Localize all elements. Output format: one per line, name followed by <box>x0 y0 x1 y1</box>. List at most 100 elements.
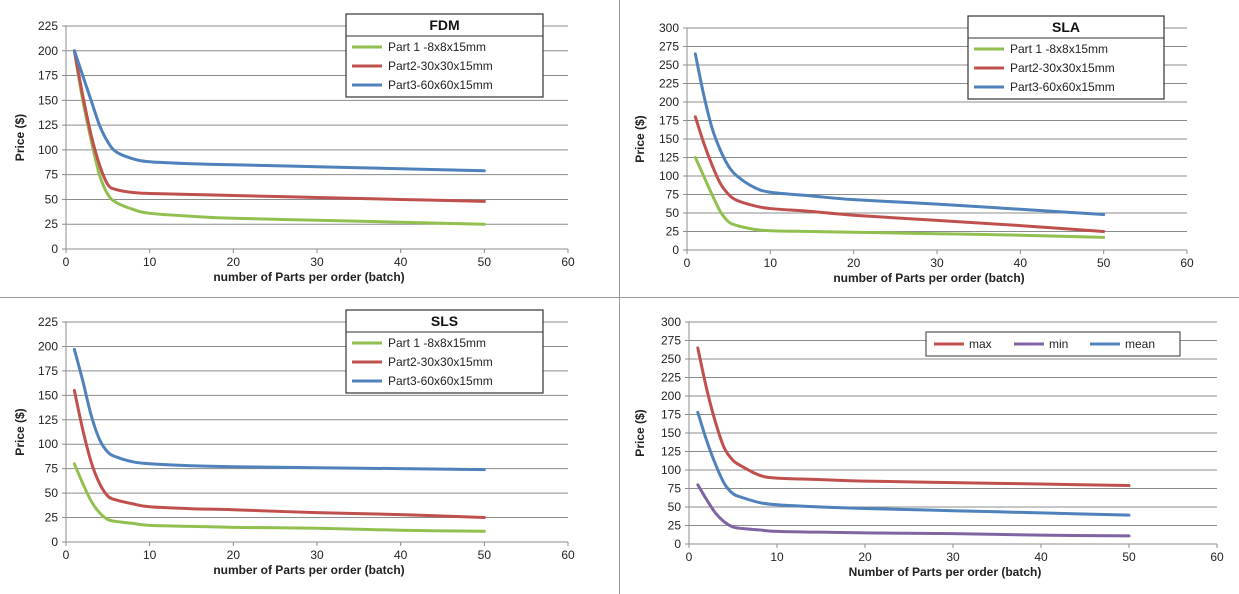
legend-box <box>925 331 1181 357</box>
x-tick-label: 50 <box>1122 550 1136 564</box>
x-tick-label: 0 <box>63 255 70 269</box>
y-tick-label: 25 <box>668 519 682 533</box>
x-tick-label: 40 <box>1014 256 1028 270</box>
y-tick-label: 75 <box>45 168 59 182</box>
y-tick-label: 25 <box>45 217 59 231</box>
y-tick-label: 75 <box>668 482 682 496</box>
x-tick-label: 50 <box>478 255 492 269</box>
y-tick-label: 100 <box>38 437 58 451</box>
legend-box <box>967 15 1165 100</box>
x-tick-label: 40 <box>394 255 408 269</box>
fdm-svg: 0 25 50 75 100 125 150 175 200 225 0 10 20 30 40 50 60 nu… <box>13 13 575 284</box>
sls-svg: 0 25 50 75 100 125 150 175 200 225 0 10 20 30 40 50 60 nu… <box>13 309 575 577</box>
legend: max min mean <box>925 331 1181 357</box>
legend: FDM Part 1 -8x8x15mm Part2-30x30x15mm Part3… <box>345 13 544 98</box>
y-tick-label: 150 <box>659 132 679 146</box>
series-line-part2-30x30x15mm <box>72 49 486 203</box>
legend: SLS Part 1 -8x8x15mm Part2-30x30x15mm Part3… <box>345 309 544 394</box>
x-tick-label: 10 <box>143 548 157 562</box>
legend-label: Part 1 -8x8x15mm <box>388 40 486 54</box>
legend-box <box>345 13 544 98</box>
y-axis-title: Price ($) <box>13 114 27 161</box>
series-line-min <box>696 483 1131 538</box>
x-tick-label: 40 <box>394 548 408 562</box>
x-tick-label: 30 <box>310 548 324 562</box>
x-axis-title: number of Parts per order (batch) <box>213 270 404 284</box>
y-tick-label: 50 <box>45 486 59 500</box>
legend: SLA Part 1 -8x8x15mm Part2-30x30x15mm Part3… <box>967 15 1165 100</box>
y-tick-label: 125 <box>38 118 58 132</box>
chart-title: FDM <box>429 17 459 33</box>
y-tick-label: 100 <box>659 169 679 183</box>
y-tick-label: 125 <box>38 413 58 427</box>
series-line-max <box>696 346 1131 488</box>
x-tick-label: 20 <box>847 256 861 270</box>
x-tick-label: 0 <box>686 550 693 564</box>
x-tick-label: 60 <box>561 548 575 562</box>
y-tick-label: 300 <box>661 315 681 329</box>
legend-label: Part2-30x30x15mm <box>388 355 493 369</box>
x-tick-label: 20 <box>227 255 241 269</box>
series-line-part3-60x60x15mm <box>72 347 486 472</box>
series-line-part2-30x30x15mm <box>72 388 486 520</box>
y-tick-label: 150 <box>661 426 681 440</box>
x-tick-label: 30 <box>946 550 960 564</box>
x-tick-label: 0 <box>684 256 691 270</box>
x-axis-title: number of Parts per order (batch) <box>213 563 404 577</box>
x-tick-label: 20 <box>858 550 872 564</box>
y-tick-label: 50 <box>668 500 682 514</box>
y-tick-label: 150 <box>38 388 58 402</box>
y-tick-label: 250 <box>661 352 681 366</box>
legend-label: Part2-30x30x15mm <box>388 59 493 73</box>
y-tick-label: 25 <box>666 225 680 239</box>
sla-svg: 0 25 50 75 100 125 150 175 200 225 250 275 300 0 10 20 3… <box>633 15 1194 285</box>
x-tick-label: 40 <box>1034 550 1048 564</box>
y-tick-label: 200 <box>661 389 681 403</box>
y-tick-label: 200 <box>38 339 58 353</box>
summary-svg: 0 25 50 75 100 125 150 175 200 225 250 275 300 0 10 20 3… <box>633 315 1224 579</box>
x-tick-label: 20 <box>227 548 241 562</box>
legend-label: min <box>1049 337 1068 351</box>
series-line-mean <box>696 410 1131 517</box>
y-tick-label: 200 <box>659 95 679 109</box>
x-tick-label: 30 <box>310 255 324 269</box>
legend-label: max <box>969 337 992 351</box>
y-tick-label: 75 <box>45 462 59 476</box>
x-tick-label: 50 <box>1097 256 1111 270</box>
x-tick-label: 60 <box>561 255 575 269</box>
y-axis-title: Price ($) <box>633 115 647 162</box>
y-tick-label: 175 <box>38 364 58 378</box>
legend-label: Part 1 -8x8x15mm <box>1010 42 1108 56</box>
x-tick-label: 10 <box>143 255 157 269</box>
y-tick-label: 175 <box>38 69 58 83</box>
y-tick-label: 200 <box>38 44 58 58</box>
y-tick-label: 50 <box>45 192 59 206</box>
x-tick-label: 60 <box>1210 550 1224 564</box>
series-line-part2-30x30x15mm <box>693 115 1106 233</box>
y-tick-label: 250 <box>659 58 679 72</box>
y-tick-label: 275 <box>661 334 681 348</box>
y-tick-label: 0 <box>674 537 681 551</box>
y-tick-label: 0 <box>51 535 58 549</box>
y-tick-label: 25 <box>45 511 59 525</box>
y-tick-label: 125 <box>661 445 681 459</box>
y-tick-label: 100 <box>38 143 58 157</box>
legend-label: Part3-60x60x15mm <box>388 374 493 388</box>
y-tick-label: 225 <box>661 371 681 385</box>
summary-chart: 0 25 50 75 100 125 150 175 200 225 250 275 300 0 10 20 3… <box>620 298 1239 594</box>
x-axis-title: Number of Parts per order (batch) <box>849 565 1042 579</box>
x-tick-label: 60 <box>1180 256 1194 270</box>
legend-box <box>345 309 544 394</box>
y-tick-label: 0 <box>51 242 58 256</box>
y-tick-label: 50 <box>666 206 680 220</box>
y-tick-label: 225 <box>38 19 58 33</box>
legend-label: mean <box>1125 337 1155 351</box>
chart-title: SLA <box>1052 19 1080 35</box>
y-tick-label: 225 <box>38 315 58 329</box>
y-tick-label: 300 <box>659 21 679 35</box>
x-tick-label: 30 <box>930 256 944 270</box>
sla-chart: 0 25 50 75 100 125 150 175 200 225 250 275 300 0 10 20 3… <box>620 0 1239 297</box>
x-tick-label: 0 <box>63 548 70 562</box>
series-line-part-1-8x8x15mm <box>693 156 1106 239</box>
